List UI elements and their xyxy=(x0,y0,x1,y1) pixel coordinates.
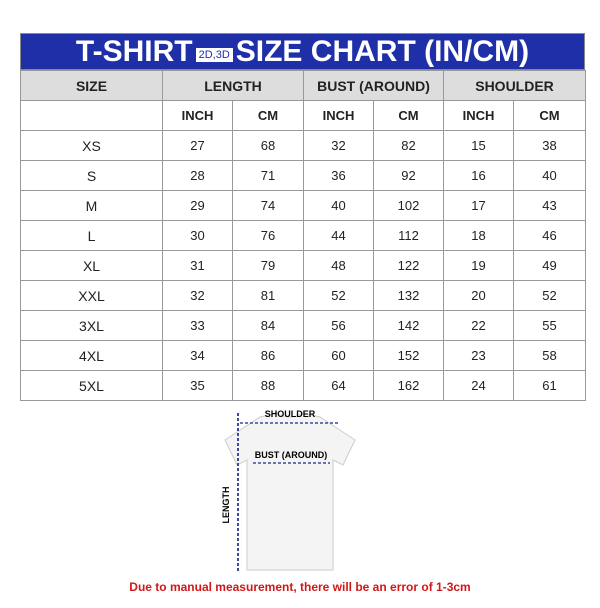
value-cell: 16 xyxy=(443,160,515,191)
table-row: 4XL 34 86 60 152 23 58 xyxy=(20,340,587,371)
header-shoulder: SHOULDER xyxy=(443,70,587,101)
size-cell: S xyxy=(20,160,163,191)
tshirt-icon xyxy=(224,412,356,571)
value-cell: 20 xyxy=(443,280,515,311)
table-row: XL 31 79 48 122 19 49 xyxy=(20,250,587,281)
value-cell: 29 xyxy=(162,190,233,221)
header-length: LENGTH xyxy=(162,70,304,101)
table-row: XS 27 68 32 82 15 38 xyxy=(20,130,587,161)
subheader-row: INCH CM INCH CM INCH CM xyxy=(20,100,587,131)
value-cell: 68 xyxy=(232,130,304,161)
value-cell: 24 xyxy=(443,370,515,401)
title-left: T-SHIRT xyxy=(75,34,193,68)
value-cell: 86 xyxy=(232,340,304,371)
tshirt-diagram: SHOULDER BUST (AROUND) LENGTH xyxy=(221,409,356,572)
value-cell: 84 xyxy=(232,310,304,341)
value-cell: 122 xyxy=(372,250,445,281)
size-cell: XL xyxy=(20,250,163,281)
table-row: XXL 32 81 52 132 20 52 xyxy=(20,280,587,311)
value-cell: 17 xyxy=(443,190,515,221)
value-cell: 46 xyxy=(513,220,587,251)
header-bust: BUST (AROUND) xyxy=(302,70,445,101)
value-cell: 34 xyxy=(162,340,233,371)
value-cell: 52 xyxy=(303,280,374,311)
value-cell: 38 xyxy=(513,130,587,161)
value-cell: 64 xyxy=(303,370,374,401)
size-table: SIZE LENGTH BUST (AROUND) SHOULDER INCH … xyxy=(20,70,587,401)
value-cell: 102 xyxy=(372,190,445,221)
value-cell: 44 xyxy=(303,220,374,251)
size-cell: 5XL xyxy=(20,370,163,401)
title-tag: 2D,3D xyxy=(195,47,233,62)
value-cell: 132 xyxy=(372,280,445,311)
subheader: INCH xyxy=(162,100,233,131)
value-cell: 19 xyxy=(443,250,515,281)
value-cell: 31 xyxy=(162,250,233,281)
value-cell: 43 xyxy=(513,190,587,221)
size-cell: 4XL xyxy=(20,340,163,371)
value-cell: 40 xyxy=(303,190,374,221)
value-cell: 22 xyxy=(443,310,515,341)
shoulder-label: SHOULDER xyxy=(265,409,316,419)
subheader: INCH xyxy=(303,100,374,131)
value-cell: 30 xyxy=(162,220,233,251)
subheader: INCH xyxy=(443,100,515,131)
table-row: L 30 76 44 112 18 46 xyxy=(20,220,587,251)
measurement-note: Due to manual measurement, there will be… xyxy=(129,580,471,594)
title-right: SIZE CHART (IN/CM) xyxy=(235,34,530,68)
subheader: CM xyxy=(513,100,587,131)
header-row: SIZE LENGTH BUST (AROUND) SHOULDER xyxy=(20,70,587,101)
size-cell: M xyxy=(20,190,163,221)
value-cell: 76 xyxy=(232,220,304,251)
size-cell: L xyxy=(20,220,163,251)
value-cell: 35 xyxy=(162,370,233,401)
value-cell: 52 xyxy=(513,280,587,311)
value-cell: 32 xyxy=(162,280,233,311)
value-cell: 28 xyxy=(162,160,233,191)
chart-title: T-SHIRT 2D,3D SIZE CHART (IN/CM) xyxy=(20,33,585,70)
value-cell: 56 xyxy=(303,310,374,341)
value-cell: 33 xyxy=(162,310,233,341)
value-cell: 79 xyxy=(232,250,304,281)
value-cell: 162 xyxy=(372,370,445,401)
value-cell: 152 xyxy=(372,340,445,371)
value-cell: 71 xyxy=(232,160,304,191)
value-cell: 15 xyxy=(443,130,515,161)
table-row: M 29 74 40 102 17 43 xyxy=(20,190,587,221)
subheader-empty xyxy=(20,100,163,131)
value-cell: 81 xyxy=(232,280,304,311)
value-cell: 18 xyxy=(443,220,515,251)
value-cell: 61 xyxy=(513,370,587,401)
value-cell: 82 xyxy=(372,130,445,161)
value-cell: 49 xyxy=(513,250,587,281)
table-row: S 28 71 36 92 16 40 xyxy=(20,160,587,191)
size-cell: 3XL xyxy=(20,310,163,341)
value-cell: 74 xyxy=(232,190,304,221)
header-size: SIZE xyxy=(20,70,163,101)
value-cell: 40 xyxy=(513,160,587,191)
size-cell: XS xyxy=(20,130,163,161)
value-cell: 92 xyxy=(372,160,445,191)
table-row: 3XL 33 84 56 142 22 55 xyxy=(20,310,587,341)
size-cell: XXL xyxy=(20,280,163,311)
length-label: LENGTH xyxy=(221,487,231,524)
subheader: CM xyxy=(232,100,304,131)
value-cell: 23 xyxy=(443,340,515,371)
value-cell: 60 xyxy=(303,340,374,371)
subheader: CM xyxy=(372,100,445,131)
value-cell: 32 xyxy=(303,130,374,161)
table-row: 5XL 35 88 64 162 24 61 xyxy=(20,370,587,401)
bust-label: BUST (AROUND) xyxy=(255,450,328,460)
value-cell: 112 xyxy=(372,220,445,251)
value-cell: 88 xyxy=(232,370,304,401)
value-cell: 142 xyxy=(372,310,445,341)
value-cell: 27 xyxy=(162,130,233,161)
value-cell: 48 xyxy=(303,250,374,281)
value-cell: 55 xyxy=(513,310,587,341)
value-cell: 36 xyxy=(303,160,374,191)
value-cell: 58 xyxy=(513,340,587,371)
